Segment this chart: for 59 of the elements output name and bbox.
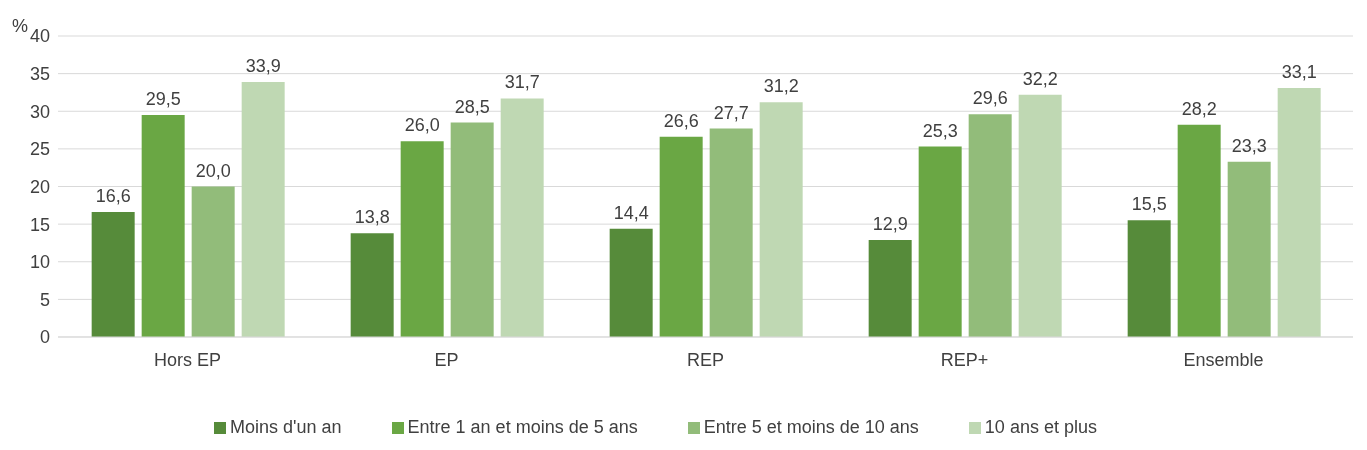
bar	[1227, 161, 1271, 337]
x-tick-label: Hors EP	[153, 349, 222, 370]
data-label: 23,3	[1231, 135, 1267, 156]
y-tick-label: 15	[29, 214, 50, 235]
bar	[350, 233, 394, 337]
bar	[609, 228, 653, 337]
data-label: 26,0	[404, 115, 440, 136]
y-tick-label: 20	[29, 176, 50, 197]
legend-label: Entre 5 et moins de 10 ans	[703, 417, 919, 437]
bar	[918, 146, 962, 337]
data-label: 27,7	[713, 102, 749, 123]
legend-label: Moins d'un an	[230, 417, 342, 437]
bar	[91, 212, 135, 337]
y-tick-label: 35	[29, 64, 50, 85]
data-label: 14,4	[613, 202, 649, 223]
data-label: 12,9	[872, 213, 908, 234]
x-tick-label: EP	[434, 349, 459, 370]
bar	[659, 136, 703, 337]
bar	[450, 122, 494, 337]
data-label: 29,5	[145, 89, 181, 110]
bar	[241, 81, 285, 337]
bar	[1177, 124, 1221, 337]
bar	[759, 102, 803, 337]
y-tick-label: 0	[39, 327, 50, 348]
legend-label: 10 ans et plus	[984, 417, 1097, 437]
y-axis-title: %	[12, 16, 29, 37]
data-label: 32,2	[1022, 68, 1058, 89]
bar	[1277, 87, 1321, 337]
legend-label: Entre 1 an et moins de 5 ans	[407, 417, 638, 437]
bar	[868, 239, 912, 337]
bar	[1127, 220, 1171, 337]
data-label: 13,8	[354, 207, 390, 228]
data-label: 33,9	[245, 55, 281, 76]
bar	[1018, 94, 1062, 337]
y-tick-label: 5	[39, 289, 50, 310]
data-label: 20,0	[195, 160, 231, 181]
y-tick-label: 30	[29, 101, 50, 122]
data-label: 28,2	[1181, 98, 1217, 119]
data-label: 29,6	[972, 88, 1008, 109]
data-label: 33,1	[1281, 61, 1317, 82]
bar	[968, 114, 1012, 337]
data-label: 25,3	[922, 120, 958, 141]
y-tick-label: 40	[29, 26, 50, 47]
bar	[400, 141, 444, 337]
bar	[500, 98, 544, 337]
bar	[191, 186, 235, 337]
x-tick-label: Ensemble	[1183, 349, 1264, 370]
x-tick-label: REP	[686, 349, 725, 370]
bar	[709, 128, 753, 337]
y-tick-label: 25	[29, 139, 50, 160]
data-label: 15,5	[1131, 194, 1167, 215]
x-tick-label: REP+	[940, 349, 989, 370]
data-label: 28,5	[454, 96, 490, 117]
data-label: 31,2	[763, 76, 799, 97]
data-label: 26,6	[663, 110, 699, 131]
data-label: 31,7	[504, 72, 540, 93]
bar	[141, 115, 185, 337]
y-tick-label: 10	[29, 252, 50, 273]
data-label: 16,6	[95, 186, 131, 207]
